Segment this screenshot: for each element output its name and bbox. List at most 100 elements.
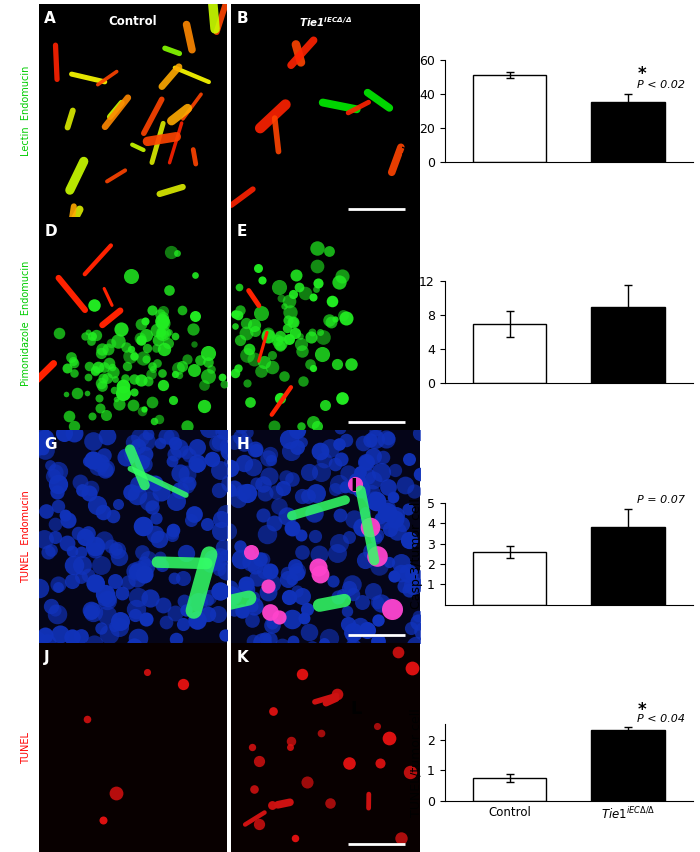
Point bbox=[264, 564, 275, 578]
Point bbox=[88, 298, 99, 312]
Point bbox=[234, 430, 246, 444]
Point bbox=[132, 488, 143, 502]
Point bbox=[219, 629, 230, 642]
Point bbox=[98, 448, 109, 462]
Point bbox=[109, 372, 120, 386]
Point bbox=[389, 602, 400, 616]
Point bbox=[139, 446, 150, 460]
Point bbox=[141, 342, 152, 355]
Point bbox=[314, 444, 326, 458]
Point bbox=[318, 636, 330, 650]
Point bbox=[135, 430, 146, 444]
Text: I: I bbox=[350, 476, 357, 494]
Point bbox=[239, 456, 250, 469]
Point bbox=[304, 625, 315, 639]
Point bbox=[260, 631, 271, 645]
Point bbox=[190, 309, 201, 323]
Point bbox=[269, 419, 280, 433]
Point bbox=[289, 326, 300, 340]
Point bbox=[181, 478, 192, 492]
Point bbox=[153, 412, 164, 426]
Point bbox=[158, 327, 169, 341]
Point bbox=[251, 571, 262, 584]
Point bbox=[249, 559, 260, 573]
Point bbox=[214, 584, 225, 598]
Point bbox=[117, 586, 128, 600]
Point bbox=[90, 364, 101, 377]
Point bbox=[66, 544, 78, 558]
Point bbox=[381, 432, 392, 446]
Point bbox=[166, 526, 177, 539]
Point bbox=[404, 766, 415, 780]
Point bbox=[334, 509, 345, 522]
Point bbox=[88, 637, 99, 651]
Point bbox=[256, 364, 267, 377]
Point bbox=[189, 337, 200, 350]
Point bbox=[76, 570, 87, 584]
Point bbox=[274, 498, 285, 512]
Point bbox=[150, 341, 162, 354]
Point bbox=[369, 432, 380, 446]
Point bbox=[177, 617, 188, 630]
Point bbox=[112, 497, 123, 510]
Bar bbox=[592, 102, 664, 162]
Point bbox=[198, 378, 209, 392]
Point bbox=[183, 448, 194, 462]
Point bbox=[407, 579, 418, 592]
Point bbox=[125, 342, 136, 355]
Point bbox=[87, 409, 98, 423]
Point bbox=[33, 440, 44, 453]
Point bbox=[147, 363, 158, 377]
Point bbox=[112, 335, 123, 348]
Point bbox=[262, 329, 274, 343]
Point bbox=[171, 632, 182, 646]
Point bbox=[130, 608, 141, 622]
Point bbox=[360, 455, 372, 469]
Point bbox=[76, 483, 88, 497]
Point bbox=[399, 579, 410, 593]
Point bbox=[38, 442, 49, 456]
Point bbox=[253, 817, 265, 831]
Point bbox=[156, 316, 167, 330]
Point bbox=[234, 333, 246, 347]
Point bbox=[158, 303, 169, 317]
Point bbox=[343, 757, 354, 770]
Point bbox=[284, 432, 295, 446]
Point bbox=[52, 499, 64, 513]
Point bbox=[115, 613, 126, 627]
Point bbox=[181, 546, 192, 560]
Point bbox=[85, 603, 97, 617]
Point bbox=[155, 436, 166, 450]
Point bbox=[310, 486, 321, 500]
Point bbox=[90, 328, 101, 342]
Point bbox=[298, 374, 309, 388]
Point bbox=[69, 366, 80, 380]
Point bbox=[68, 426, 79, 440]
Point bbox=[395, 832, 407, 845]
Point bbox=[290, 422, 302, 435]
Point bbox=[52, 477, 64, 491]
Point bbox=[383, 481, 394, 494]
Text: L: L bbox=[350, 700, 361, 718]
Point bbox=[334, 478, 345, 492]
Point bbox=[165, 245, 176, 258]
Point bbox=[361, 623, 372, 636]
Point bbox=[413, 572, 424, 585]
Point bbox=[144, 494, 155, 508]
Point bbox=[113, 398, 125, 412]
Point bbox=[132, 477, 144, 491]
Point bbox=[344, 581, 355, 595]
Point bbox=[118, 379, 129, 393]
Point bbox=[258, 565, 270, 579]
Point bbox=[146, 360, 158, 373]
Point bbox=[134, 563, 145, 577]
Point bbox=[265, 632, 276, 646]
Text: $\bfit{Tie1}^{iEC\Delta/\Delta}$: $\bfit{Tie1}^{iEC\Delta/\Delta}$ bbox=[299, 14, 352, 29]
Point bbox=[89, 365, 100, 378]
Point bbox=[395, 556, 407, 570]
Point bbox=[293, 279, 304, 293]
Point bbox=[207, 557, 218, 571]
Point bbox=[356, 482, 367, 496]
Point bbox=[181, 446, 192, 459]
Point bbox=[352, 474, 363, 487]
